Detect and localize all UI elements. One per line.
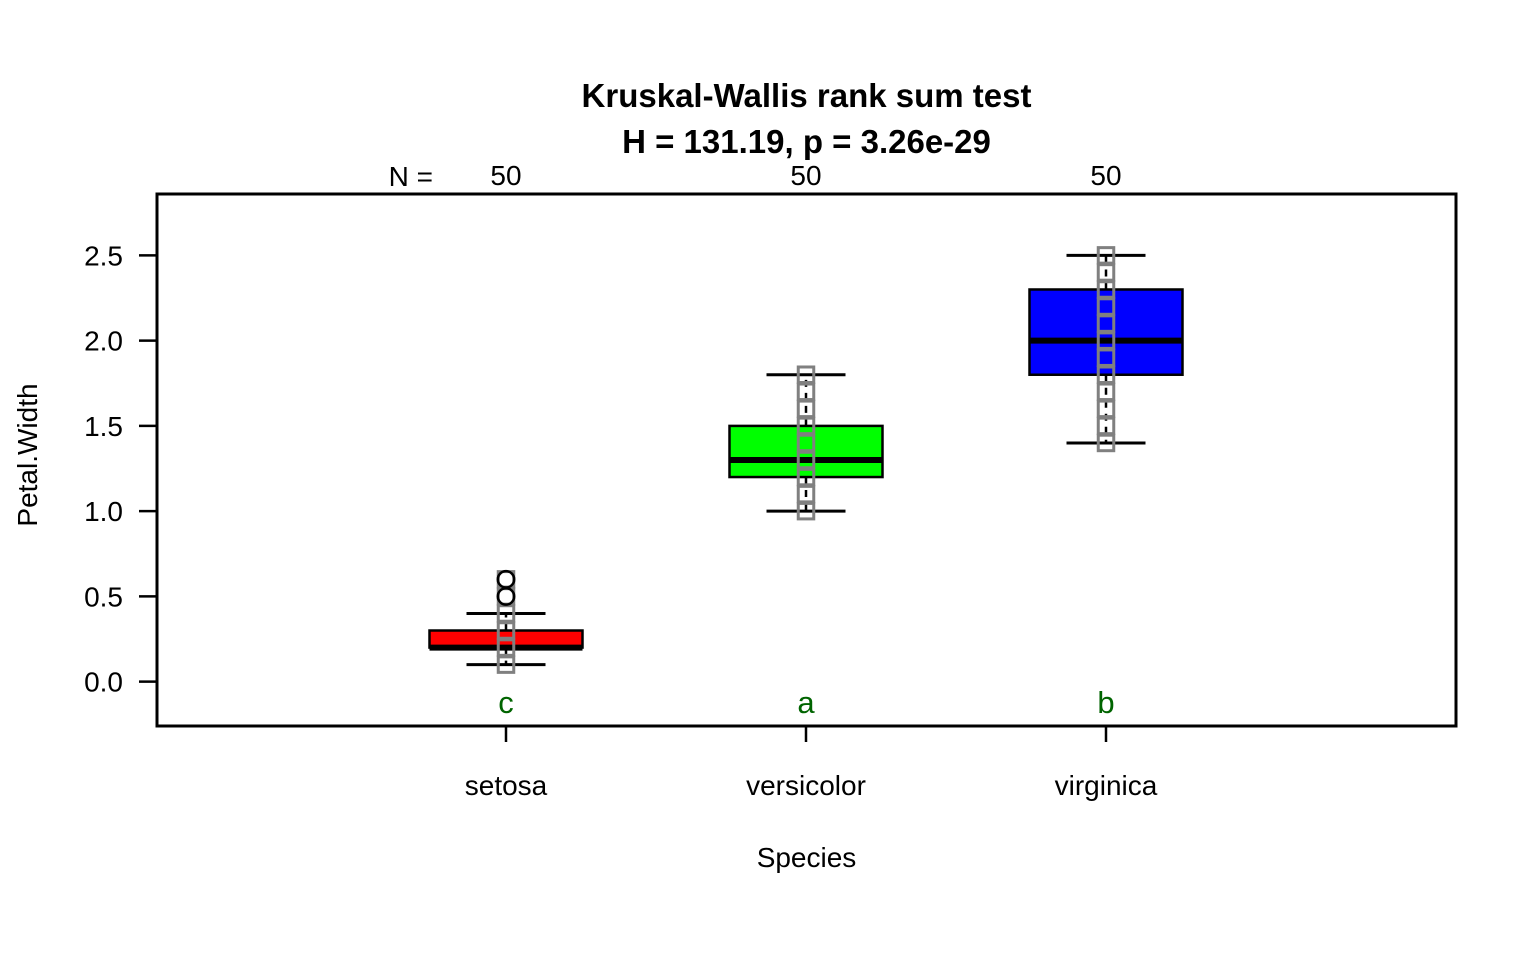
y-tick-label: 2.0 — [84, 326, 123, 357]
data-point-square — [796, 365, 816, 384]
data-point-square — [1096, 246, 1116, 265]
data-point-square — [1096, 382, 1116, 402]
data-point-square — [1096, 263, 1116, 282]
data-point-square — [496, 638, 516, 657]
category-label: virginica — [1055, 770, 1158, 801]
n-value: 50 — [790, 160, 821, 191]
data-point-square — [1096, 297, 1116, 316]
n-value: 50 — [490, 160, 521, 191]
category-label: setosa — [465, 770, 548, 801]
n-value: 50 — [1090, 160, 1121, 191]
data-point-square — [796, 467, 816, 487]
group-letter: c — [498, 685, 514, 720]
y-tick-label: 2.5 — [84, 240, 123, 271]
x-axis-label: Species — [756, 842, 857, 873]
data-point-square — [796, 484, 816, 504]
data-point-square — [1096, 416, 1116, 436]
outlier-circle — [496, 569, 516, 589]
y-tick-label: 1.5 — [84, 411, 123, 442]
chart-subtitle: H = 131.19, p = 3.26e-29 — [622, 123, 991, 160]
outlier-circle — [496, 586, 516, 606]
data-point-square — [796, 382, 816, 402]
y-tick-label: 0.5 — [84, 581, 123, 612]
data-point-square — [796, 433, 816, 453]
data-point-square — [796, 416, 816, 436]
group-letter: b — [1097, 685, 1114, 720]
group-letter: a — [797, 685, 815, 720]
n-equals-label: N = — [388, 161, 433, 192]
data-point-square — [796, 501, 816, 521]
data-point-square — [496, 621, 516, 640]
data-point-square — [496, 655, 516, 674]
data-point-square — [1096, 280, 1116, 299]
data-point-square — [796, 399, 816, 419]
data-point-square — [1096, 331, 1116, 350]
data-point-square — [796, 450, 816, 470]
data-point-square — [1096, 314, 1116, 333]
data-point-square — [1096, 399, 1116, 419]
category-label: versicolor — [746, 770, 866, 801]
data-point-square — [1096, 348, 1116, 367]
y-tick-label: 1.0 — [84, 496, 123, 527]
chart-title: Kruskal-Wallis rank sum test — [581, 77, 1032, 114]
data-point-square — [1096, 365, 1116, 384]
y-tick-label: 0.0 — [84, 667, 123, 698]
data-point-square — [1096, 433, 1116, 453]
